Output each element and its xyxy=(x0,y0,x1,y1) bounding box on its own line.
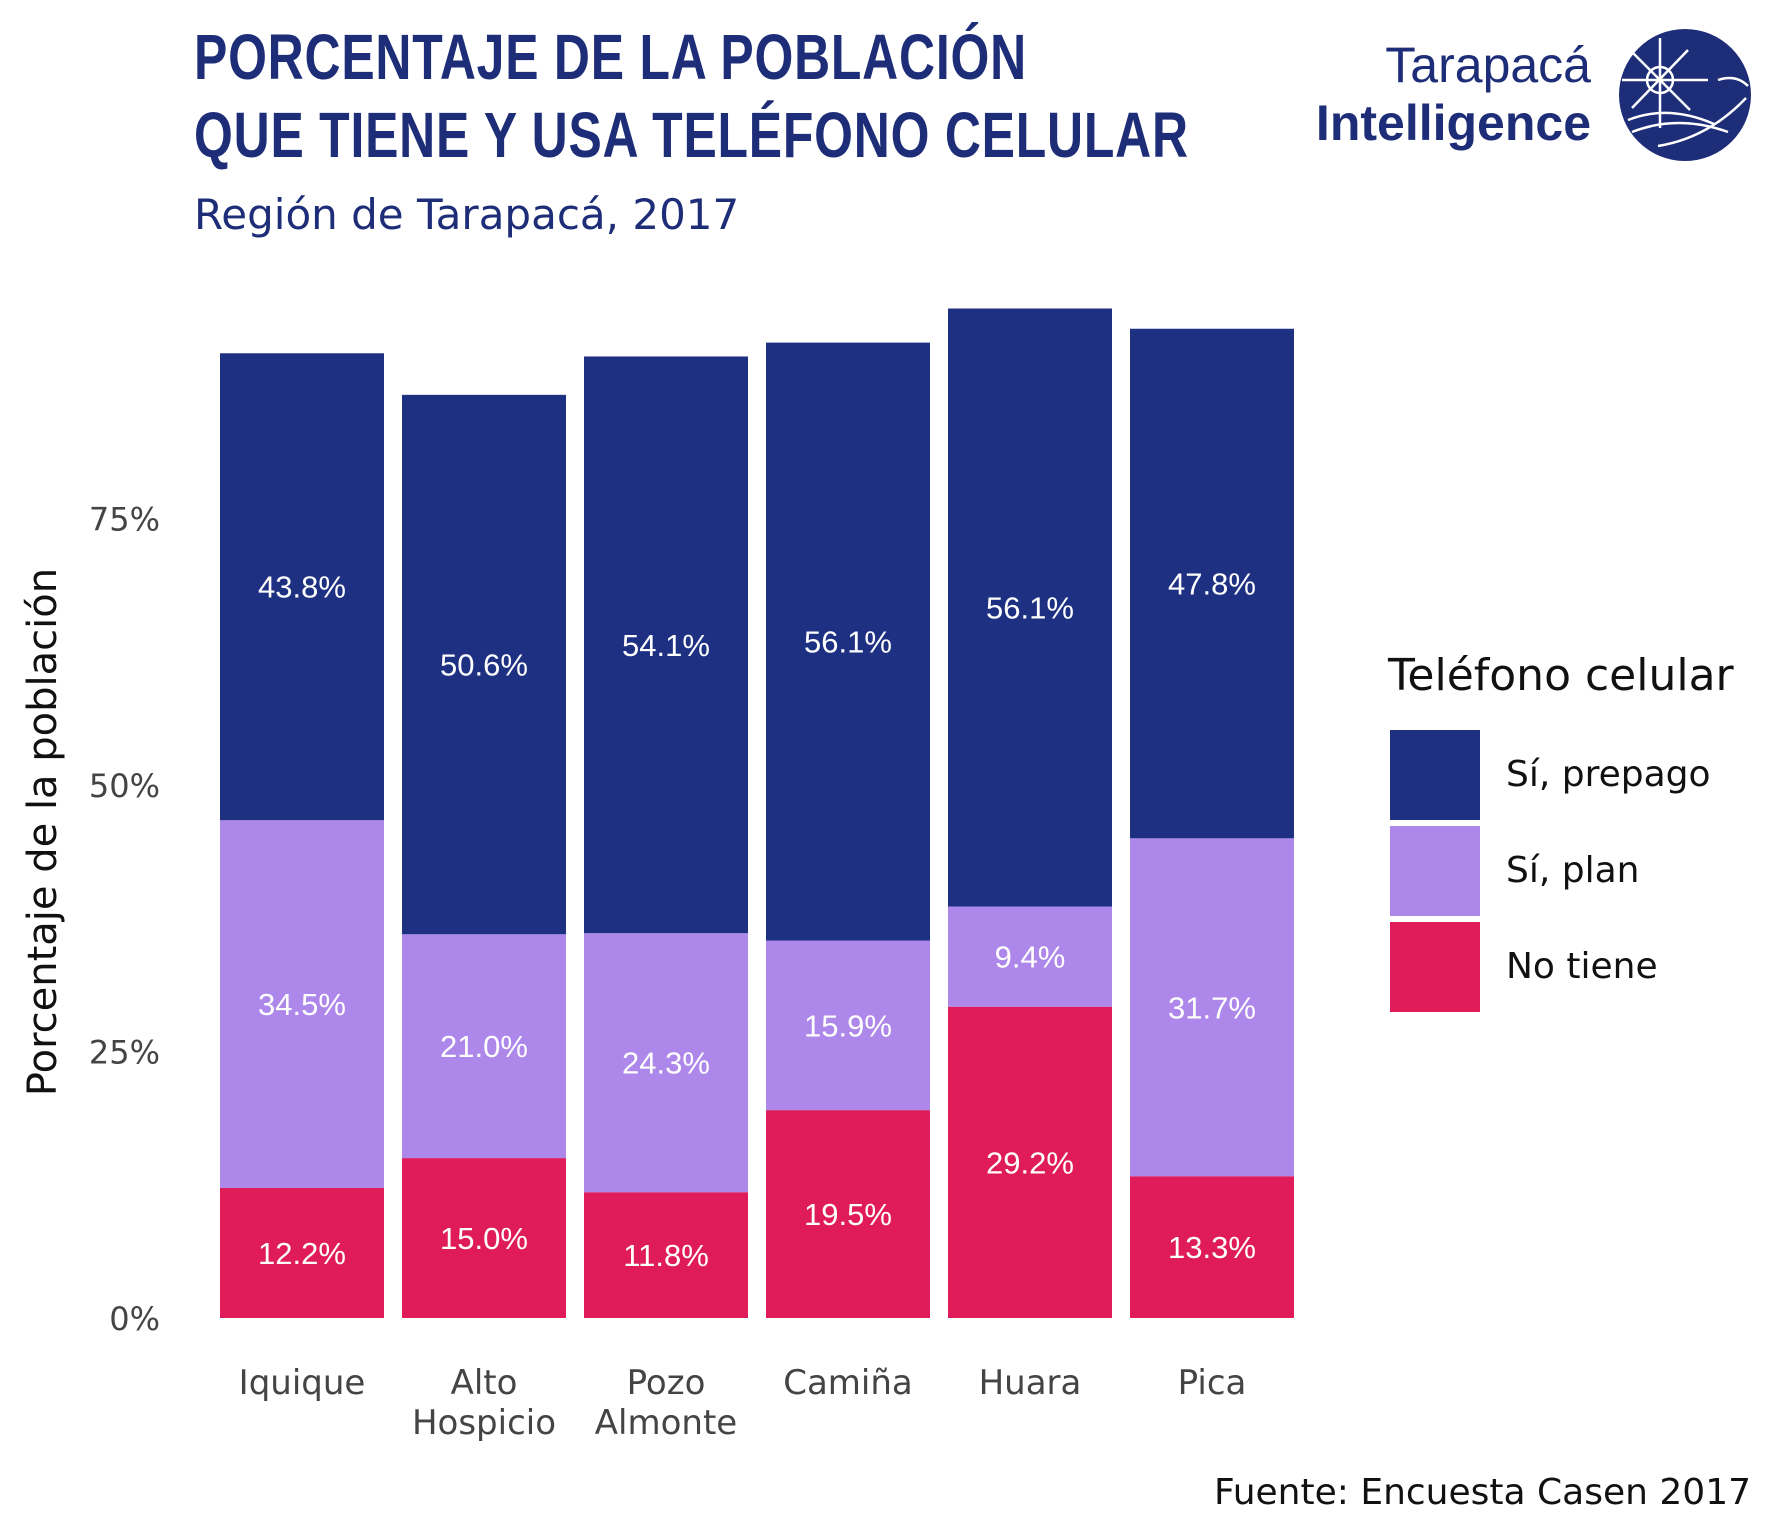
legend-title: Teléfono celular xyxy=(1388,650,1734,701)
x-tick-label: Huara xyxy=(979,1363,1082,1403)
bar-value-label: 54.1% xyxy=(622,628,710,663)
x-tick-label: Iquique xyxy=(239,1363,366,1403)
bar-segment xyxy=(948,906,1112,1007)
y-tick-label: 50% xyxy=(89,767,160,805)
title-line-2: QUE TIENE Y USA TELÉFONO CELULAR xyxy=(194,99,1189,171)
bar-segment xyxy=(402,934,566,1159)
bar-segment xyxy=(1130,1176,1294,1318)
source-note: Fuente: Encuesta Casen 2017 xyxy=(1213,1472,1751,1513)
bar-segment xyxy=(1130,328,1294,839)
legend-label-prepago: Sí, prepago xyxy=(1506,754,1711,795)
bar-segment xyxy=(402,1158,566,1318)
x-tick-label: Alto Hospicio xyxy=(412,1363,556,1443)
logo-line-2: Intelligence xyxy=(1315,95,1591,151)
bar-segment xyxy=(584,356,748,934)
bar-segment xyxy=(766,342,930,941)
bar-value-label: 34.5% xyxy=(258,987,346,1022)
y-tick-label: 0% xyxy=(109,1300,160,1338)
chart-title: PORCENTAJE DE LA POBLACIÓN QUE TIENE Y U… xyxy=(194,18,1189,174)
bar-value-label: 11.8% xyxy=(623,1238,709,1273)
bar-value-label: 19.5% xyxy=(804,1197,892,1232)
x-tick-label: Pica xyxy=(1178,1363,1247,1403)
legend-swatch-prepago xyxy=(1390,730,1480,820)
bar-segment xyxy=(402,394,566,935)
bar-segment xyxy=(766,940,930,1111)
bar-value-label: 21.0% xyxy=(440,1029,528,1064)
logo-wordmark: Tarapacá Intelligence xyxy=(1316,36,1591,152)
bar-value-label: 47.8% xyxy=(1168,567,1256,602)
bar-segment xyxy=(948,308,1112,907)
y-axis: 0% 25% 50% 75% xyxy=(89,501,160,1339)
bar-value-label: 56.1% xyxy=(986,591,1074,626)
bar-value-labels: 12.2% 34.5% 43.8% 15.0% 21.0% 50.6% 11.8% 24.3%… xyxy=(258,567,1256,1274)
bar-segment xyxy=(584,933,748,1193)
bar-value-label: 31.7% xyxy=(1168,990,1256,1025)
bar-value-label: 43.8% xyxy=(258,570,346,605)
legend-swatch-no-tiene xyxy=(1390,922,1480,1012)
x-tick-label: Pozo Almonte xyxy=(595,1363,737,1443)
bar-value-label: 29.2% xyxy=(986,1145,1074,1180)
bar-segment xyxy=(584,1192,748,1318)
chart-subtitle: Región de Tarapacá, 2017 xyxy=(194,190,740,239)
x-tick-label: Camiña xyxy=(783,1363,913,1403)
bar-segment xyxy=(220,353,384,821)
bars-group xyxy=(220,308,1294,1318)
bar-segment xyxy=(220,1187,384,1318)
bar-segment xyxy=(220,820,384,1188)
bar-value-label: 13.3% xyxy=(1168,1230,1256,1265)
bar-value-label: 24.3% xyxy=(622,1046,710,1081)
bar-segment xyxy=(948,1006,1112,1318)
bar-value-label: 9.4% xyxy=(995,940,1066,975)
logo-line-1: Tarapacá xyxy=(1385,37,1591,93)
y-axis-title: Porcentaje de la población xyxy=(20,568,66,1096)
bar-value-label: 15.9% xyxy=(804,1008,892,1043)
y-tick-label: 25% xyxy=(89,1034,160,1072)
bar-value-label: 15.0% xyxy=(440,1221,528,1256)
y-tick-label: 75% xyxy=(89,501,160,539)
title-line-1: PORCENTAJE DE LA POBLACIÓN xyxy=(194,21,1027,93)
bar-value-label: 50.6% xyxy=(440,648,528,683)
legend-swatch-plan xyxy=(1390,826,1480,916)
legend-label-plan: Sí, plan xyxy=(1506,850,1640,891)
bar-segment xyxy=(766,1110,930,1318)
legend-label-no-tiene: No tiene xyxy=(1506,946,1658,987)
bar-value-label: 12.2% xyxy=(258,1236,346,1271)
globe-logo-icon xyxy=(1619,29,1751,161)
bar-segment xyxy=(1130,838,1294,1177)
x-axis: Iquique Alto Hospicio Pozo Almonte Camiña Huar… xyxy=(239,1363,1247,1443)
bar-value-label: 56.1% xyxy=(804,625,892,660)
